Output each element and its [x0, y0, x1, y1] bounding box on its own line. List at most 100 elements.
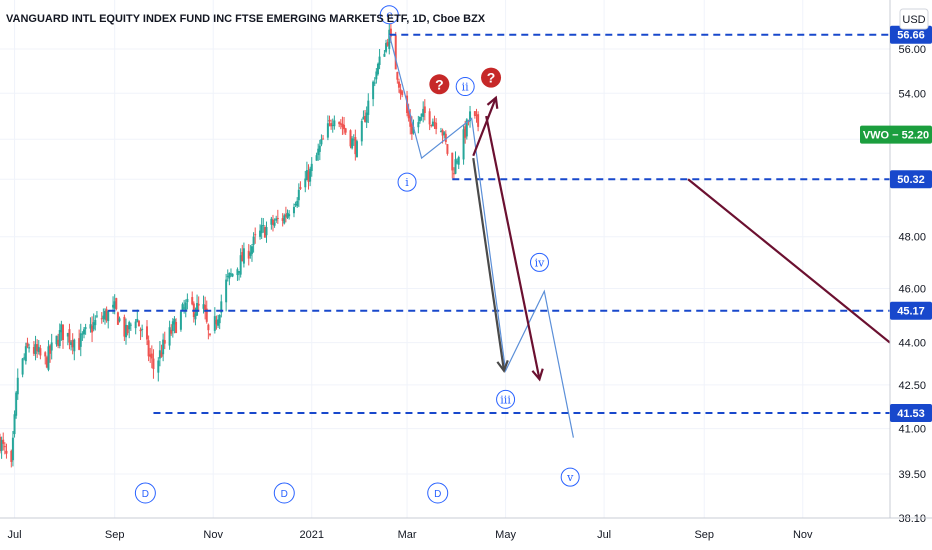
candle-body [410, 123, 413, 135]
wave-label-circle [397, 172, 417, 192]
price-badge-3: 45.17 [890, 301, 932, 320]
candle-body [281, 218, 284, 221]
price-tick-label: 38.10 [898, 513, 926, 525]
candle-body [326, 123, 329, 138]
candle-body [231, 273, 234, 277]
candle-body [375, 71, 378, 80]
candle-body [10, 450, 13, 462]
candle-body [252, 236, 255, 245]
chart-title: VANGUARD INTL EQUITY INDEX FUND INC FTSE… [6, 13, 486, 25]
event-marker-circle [427, 482, 449, 504]
candle-body [112, 304, 115, 308]
candle-body [170, 329, 173, 334]
candle-body [457, 156, 460, 165]
candle-body [136, 318, 139, 322]
candle-body [401, 91, 404, 95]
price-tick-label: 39.50 [898, 469, 926, 481]
candle-body [103, 311, 106, 320]
wave-label-circle [496, 389, 516, 409]
candle-body [150, 353, 153, 359]
candle-body [456, 161, 459, 163]
candle-body [446, 144, 449, 154]
candle-body [220, 301, 223, 313]
price-badge-text: 56.66 [897, 30, 925, 42]
candle-body [204, 304, 207, 312]
candle-body [318, 145, 321, 152]
candle-body [378, 56, 381, 65]
time-axis[interactable]: Jul Sep Nov 2021 Mar May Jul Sep Nov [0, 517, 932, 541]
candle-body [197, 303, 200, 306]
candle-body [397, 81, 400, 88]
candle-body [271, 219, 274, 225]
candle-body [372, 81, 375, 100]
time-tick-label: Sep [105, 529, 125, 541]
candle-body [239, 255, 242, 275]
price-badge-text: VWO − 52.20 [863, 130, 929, 142]
candle-body [441, 130, 444, 136]
candle-body [128, 322, 131, 330]
price-badge-text: 45.17 [897, 306, 925, 318]
candle-body [385, 43, 388, 52]
candle-body [91, 325, 94, 333]
candle-body [254, 234, 257, 236]
wave-label-c: c [379, 5, 399, 25]
candle-body [439, 131, 442, 133]
wave-label-text: ii [462, 81, 470, 94]
candle-body [186, 298, 189, 303]
candle-body [299, 187, 302, 189]
time-tick-label: Jul [597, 529, 611, 541]
candle-body [168, 327, 171, 346]
time-tick-label: May [495, 529, 516, 541]
candle-body [107, 310, 110, 322]
wave-label-text: iv [535, 256, 546, 269]
question-mark-text: ? [487, 70, 496, 86]
candle-body [428, 111, 431, 125]
candle-body [305, 170, 308, 181]
candle-body [37, 346, 40, 353]
candle-body [113, 301, 116, 309]
trend-arrow-head-2 [531, 368, 544, 382]
price-badges-layer: 56.66 VWO − 52.20 50.32 45.17 41.53 [860, 25, 932, 423]
price-badge-4: 41.53 [890, 404, 932, 423]
candle-body [310, 163, 313, 171]
candle-body [124, 324, 127, 338]
candle-body [462, 129, 465, 160]
price-axis[interactable]: 38.1039.5041.0042.5044.0046.0048.0050.00… [889, 0, 932, 550]
candle-body [365, 112, 368, 123]
candle-body [162, 339, 165, 355]
candle-body [396, 72, 399, 80]
projected-wave-line [388, 34, 574, 438]
price-tick-label: 56.00 [898, 44, 926, 56]
currency-label: USD [902, 14, 925, 26]
candle-body [171, 321, 174, 332]
wave-label-ii: ii [455, 77, 475, 97]
candle-body [276, 218, 279, 220]
candle-body [149, 354, 152, 357]
candle-body [431, 121, 434, 127]
candle-body [175, 321, 178, 334]
time-tick-label: Sep [694, 529, 714, 541]
candle-body [2, 439, 5, 444]
candle-body [242, 248, 245, 264]
candle-body [229, 273, 232, 275]
candle-body [45, 357, 48, 368]
candle-body [383, 53, 386, 57]
wave-label-text: i [405, 176, 409, 189]
candle-body [362, 116, 365, 120]
candle-body [417, 122, 420, 128]
candle-body [26, 342, 29, 347]
candle-body [57, 339, 60, 346]
candle-body [309, 168, 312, 182]
wave-label-iv: iv [529, 252, 549, 272]
candle-body [196, 303, 199, 316]
price-badge-box [890, 25, 932, 44]
candle-body [145, 326, 148, 340]
candle-body [475, 114, 478, 117]
currency-button[interactable]: USD [899, 8, 929, 30]
candle-body [118, 318, 121, 322]
candle-body [158, 350, 161, 359]
event-marker-text: D [434, 489, 441, 500]
candle-body [126, 325, 129, 334]
